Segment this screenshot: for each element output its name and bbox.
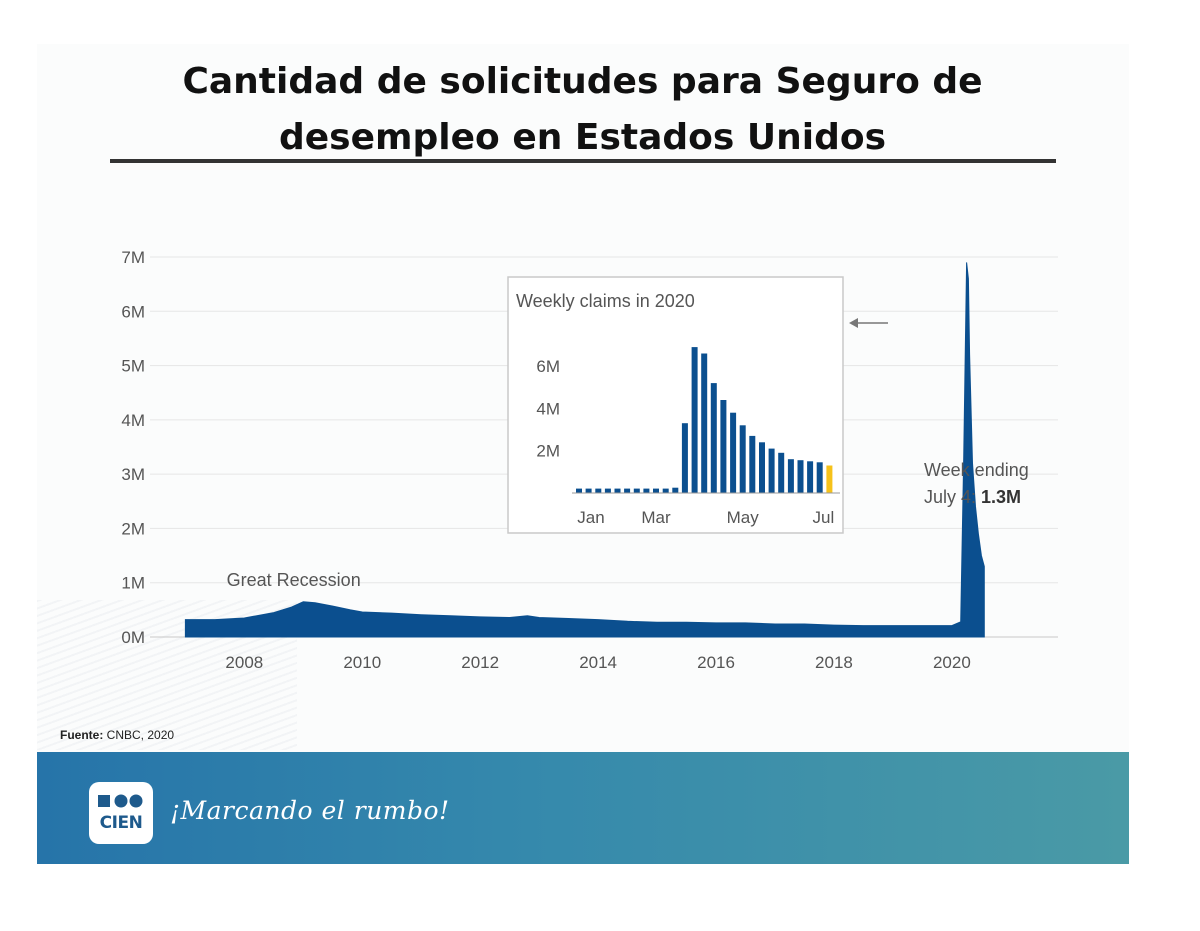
- inset-bar: [787, 459, 794, 493]
- inset-bar: [720, 400, 727, 493]
- inset-bar: [710, 383, 717, 493]
- y-tick-label: 1M: [121, 574, 145, 593]
- x-tick-label: 2020: [933, 653, 971, 672]
- inset-x-tick-label: May: [727, 508, 760, 527]
- y-tick-label: 0M: [121, 628, 145, 647]
- inset-bar: [826, 465, 833, 493]
- inset-bar: [662, 488, 669, 493]
- inset-bar: [749, 435, 756, 493]
- y-tick-label: 5M: [121, 357, 145, 376]
- y-tick-label: 6M: [121, 302, 145, 321]
- footer-banner: CIEN ¡Marcando el rumbo!: [37, 752, 1129, 864]
- y-tick-label: 2M: [121, 519, 145, 538]
- inset-bar: [730, 412, 737, 493]
- claims-area-series: [184, 262, 985, 638]
- slogan: ¡Marcando el rumbo!: [170, 796, 450, 825]
- x-tick-label: 2014: [579, 653, 617, 672]
- title-underline: [110, 159, 1056, 163]
- inset-bar: [797, 460, 804, 493]
- inset-title: Weekly claims in 2020: [516, 291, 695, 311]
- inset-x-tick-label: Jan: [577, 508, 604, 527]
- logo-mark-icon: [98, 794, 143, 808]
- inset-y-tick-label: 2M: [536, 442, 560, 461]
- annotation-latest-value: 1.3M: [981, 487, 1021, 507]
- inset-y-tick-label: 4M: [536, 399, 560, 418]
- source-label: Fuente:: [60, 728, 104, 742]
- annotation-july-4: July 4: 1.3M: [924, 487, 1021, 507]
- inset-bar: [816, 462, 823, 493]
- inset-bar: [807, 461, 814, 493]
- source-note: Fuente: CNBC, 2020: [60, 728, 174, 742]
- x-tick-label: 2012: [461, 653, 499, 672]
- y-tick-label: 4M: [121, 411, 145, 430]
- cien-logo: CIEN: [89, 782, 153, 844]
- y-tick-label: 7M: [121, 248, 145, 267]
- inset-bar: [614, 488, 621, 493]
- arrow-head: [849, 318, 858, 328]
- inset-bar: [643, 488, 650, 493]
- inset-bar: [691, 347, 698, 493]
- inset-bar: [768, 448, 775, 493]
- source-text: CNBC, 2020: [103, 728, 175, 742]
- annotation-week-ending: Week ending: [924, 460, 1029, 480]
- logo-text: CIEN: [99, 813, 143, 833]
- inset-bar: [604, 488, 611, 493]
- inset-bar: [672, 487, 679, 493]
- inset-x-tick-label: Mar: [641, 508, 671, 527]
- inset-bar: [633, 488, 640, 493]
- inset-x-tick-label: Jul: [813, 508, 835, 527]
- inset-bar: [759, 442, 765, 493]
- inset-bar: [739, 425, 746, 493]
- inset-bar: [653, 488, 659, 493]
- x-tick-label: 2016: [697, 653, 735, 672]
- inset-bar: [585, 488, 592, 493]
- page-title: Cantidad de solicitudes para Seguro de d…: [182, 61, 983, 158]
- y-tick-label: 3M: [121, 465, 145, 484]
- inset-bar: [681, 423, 688, 493]
- x-tick-label: 2018: [815, 653, 853, 672]
- inset-bar: [701, 353, 708, 493]
- inset-bar: [624, 488, 631, 493]
- inset-bar: [595, 488, 602, 493]
- inset-bar: [778, 452, 785, 493]
- x-tick-label: 2010: [343, 653, 381, 672]
- annotation-great-recession: Great Recession: [227, 570, 361, 590]
- inset-y-tick-label: 6M: [536, 357, 560, 376]
- inset-bar: [576, 488, 582, 493]
- x-tick-label: 2008: [225, 653, 263, 672]
